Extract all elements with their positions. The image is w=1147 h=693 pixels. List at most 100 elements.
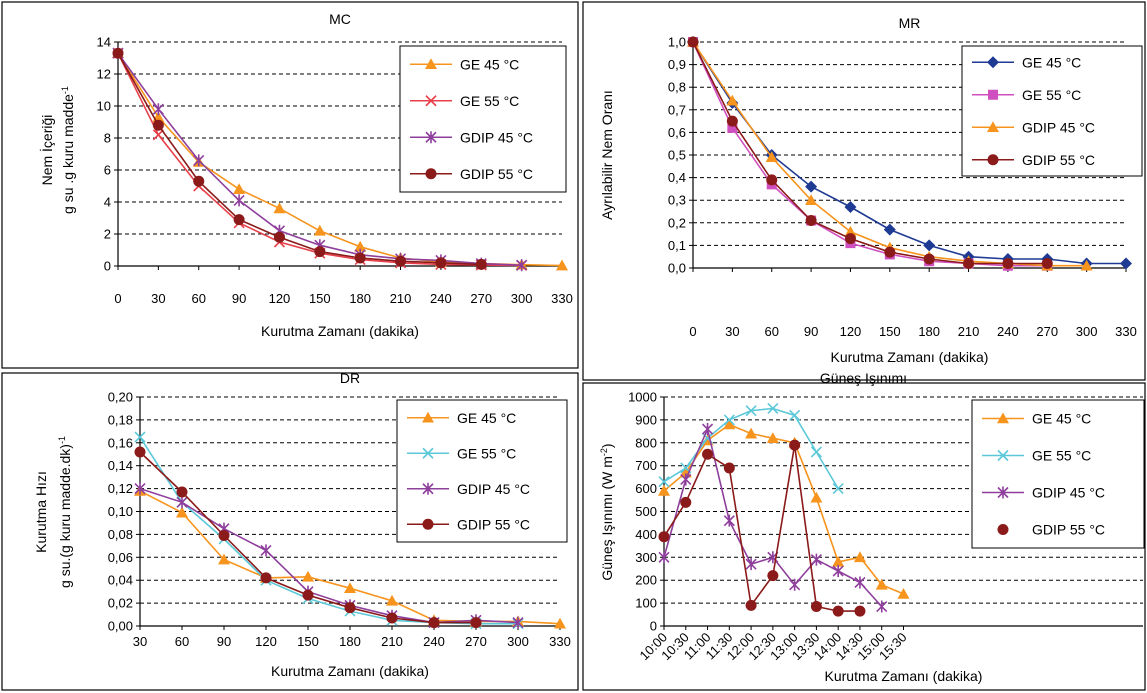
data-point [789,409,801,421]
y-tick-label: 0,04 [108,573,133,588]
y-tick-label: 0,20 [108,390,133,405]
data-point [687,36,699,48]
y-tick-label: 0 [104,259,111,274]
data-point [354,252,366,264]
y-tick-label: 0,14 [108,458,133,473]
data-point [233,194,245,207]
legend-box [971,399,1145,549]
data-point [963,257,975,269]
y-tick-label: 800 [635,435,657,450]
chart-title: DR [340,370,360,386]
y-tick-label: 6 [104,163,111,178]
x-tick-label: 180 [918,324,940,339]
x-tick-label: 120 [840,324,862,339]
y-tick-label: 10 [97,99,111,114]
data-point [832,565,844,578]
legend-marker [425,131,437,144]
y-tick-label: 0,6 [668,125,686,140]
legend-marker [997,412,1009,424]
y-tick-label: 0,08 [108,527,133,542]
legend-label: GDIP 45 °C [1022,119,1095,135]
legend-marker [422,482,434,495]
x-tick-label: 240 [997,324,1019,339]
data-point [832,483,844,495]
data-point [475,258,487,270]
x-tick-label: 180 [339,634,361,649]
series-gdip-55-c [658,439,866,617]
data-point [152,103,164,116]
x-tick-label: 60 [175,634,189,649]
series-gdip-55-c [134,446,482,629]
y-tick-label: 0,2 [668,215,686,230]
x-tick-label: 330 [549,634,571,649]
data-point [313,224,326,236]
data-point [218,553,230,565]
chart-title: Güneş Işınımı [820,370,907,386]
data-point [727,122,738,133]
data-point [854,605,866,617]
data-point [702,448,714,460]
x-tick-label: 120 [269,291,291,306]
y-tick-label: 600 [635,481,657,496]
data-point [810,491,823,503]
data-point [765,151,778,163]
panel-mc: 0 2 4 6 8 10 12 14 0 30 60 90 120 150 180 210 240 270 300 3… [1,1,579,369]
data-point [176,506,188,518]
y-axis-unit-label: g su .g kuru madde-1 [60,86,76,214]
x-tick-label: 240 [423,634,445,649]
data-point [701,423,714,436]
x-tick-label: 330 [551,291,573,306]
data-point [233,183,246,194]
y-tick-label: 100 [635,596,657,611]
data-point [273,231,285,243]
y-tick-label: 0,1 [668,238,686,253]
series-gdip-55-c [687,36,1053,269]
legend-label: GDIP 45 °C [457,481,530,497]
data-point [314,246,326,258]
series-gdip-55-c [112,47,487,270]
x-tick-label: 120 [255,634,277,649]
y-tick-label: 0,5 [668,148,686,163]
x-tick-label: 210 [390,291,412,306]
legend: GE 45 °C GE 55 °C GDIP 45 °C GDIP 55 °C [399,45,567,193]
legend-marker [425,95,437,107]
panel-gunes-isinimi: 0100200300400500600700800900100010:0010:… [582,370,1146,691]
data-point [193,175,205,187]
data-point [470,617,482,629]
data-point [723,514,735,527]
legend-marker [987,121,999,133]
data-point [302,570,314,582]
x-tick-label: 210 [381,634,403,649]
data-point [218,530,230,542]
legend-label: GDIP 55 °C [1032,522,1105,538]
x-tick-label: 90 [217,634,231,649]
data-point [176,496,188,509]
x-tick-label: 270 [1036,324,1058,339]
chart-title: MC [329,11,351,27]
legend-label: GE 55 °C [457,445,516,461]
x-tick-label: 270 [465,634,487,649]
y-tick-label: 0,12 [108,481,133,496]
legend-label: GDIP 55 °C [457,516,530,532]
x-tick-label: 240 [430,291,452,306]
x-axis-label: Kurutma Zamanı (dakika) [825,668,983,684]
x-axis-label: Kurutma Zamanı (dakika) [831,349,989,365]
x-tick-label: 180 [349,291,371,306]
y-axis-label: Ayrılabilir Nem Oranı [599,90,615,220]
x-tick-label: 30 [133,634,147,649]
data-point [832,555,845,567]
data-point [832,605,844,617]
data-point [233,214,245,226]
x-tick-label: 150 [309,291,331,306]
data-point [767,570,779,582]
data-point [789,439,801,451]
legend-marker [987,56,999,69]
y-tick-label: 0,8 [668,80,686,95]
data-point [923,239,936,252]
data-point [884,246,896,258]
series-gdip-45-c [658,423,888,613]
data-point [853,551,866,563]
data-point [658,476,670,488]
x-tick-label: 0 [114,291,121,306]
series-ge-45-c [658,418,910,599]
